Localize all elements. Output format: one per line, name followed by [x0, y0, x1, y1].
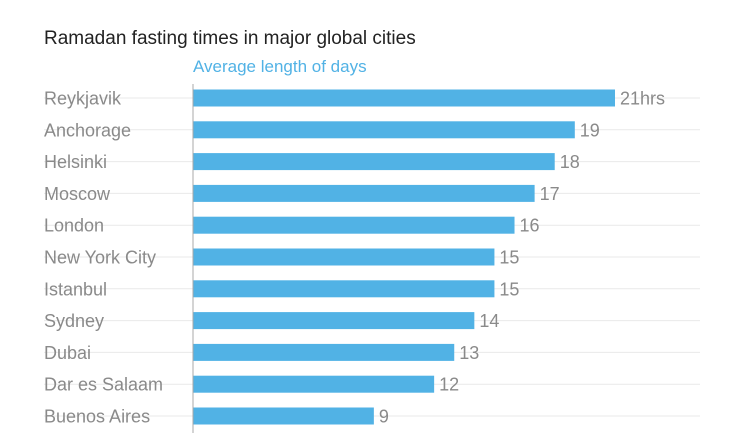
value-label: 12 [439, 375, 459, 395]
category-label: Reykjavik [44, 89, 122, 109]
value-label: 13 [459, 343, 479, 363]
bar [193, 407, 374, 425]
category-label: Dar es Salaam [44, 375, 163, 395]
category-label: New York City [44, 248, 156, 268]
value-label: 9 [379, 407, 389, 427]
category-label: Helsinki [44, 152, 107, 172]
bar [193, 121, 575, 139]
value-label: 17 [540, 184, 560, 204]
chart-subtitle: Average length of days [193, 57, 367, 76]
bar [193, 216, 515, 234]
value-label: 21hrs [620, 89, 665, 109]
bar [193, 184, 535, 202]
bar [193, 280, 495, 298]
category-label: Istanbul [44, 279, 107, 299]
value-label: 16 [520, 216, 540, 236]
category-label: Buenos Aires [44, 407, 150, 427]
category-label: Dubai [44, 343, 91, 363]
bar [193, 89, 615, 107]
category-label: London [44, 216, 104, 236]
value-label: 15 [499, 279, 519, 299]
bar [193, 375, 435, 393]
chart-title: Ramadan fasting times in major global ci… [44, 28, 416, 49]
category-label: Moscow [44, 184, 111, 204]
bar [193, 248, 495, 266]
category-label: Anchorage [44, 120, 131, 140]
value-label: 15 [499, 248, 519, 268]
bars [193, 89, 615, 425]
value-label: 18 [560, 152, 580, 172]
bar [193, 343, 455, 361]
bar [193, 312, 475, 330]
category-label: Sydney [44, 311, 104, 331]
value-label: 14 [479, 311, 499, 331]
value-label: 19 [580, 120, 600, 140]
category-labels: Reykjavik Anchorage Helsinki Moscow London Ne… [44, 89, 163, 427]
bar [193, 153, 555, 171]
